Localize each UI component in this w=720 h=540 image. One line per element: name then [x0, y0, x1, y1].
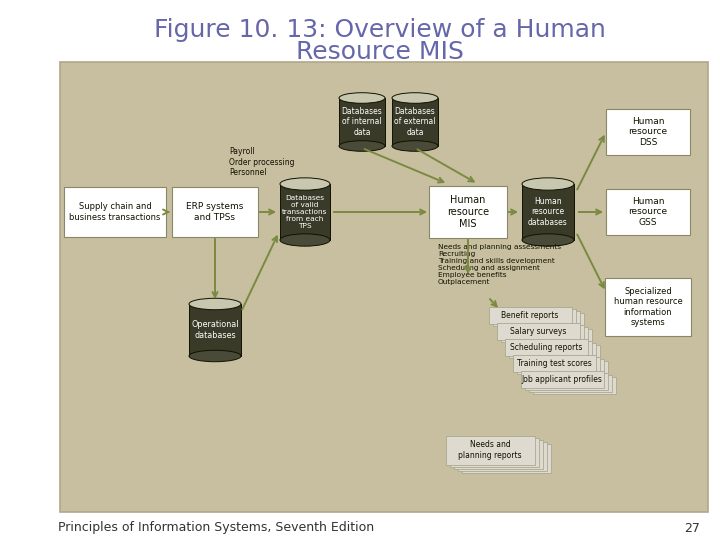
FancyBboxPatch shape	[516, 356, 600, 374]
Ellipse shape	[392, 93, 438, 103]
Text: Supply chain and
business transactions: Supply chain and business transactions	[69, 202, 161, 222]
Text: Training test scores: Training test scores	[517, 359, 591, 368]
Text: Human
resource
databases: Human resource databases	[528, 197, 568, 227]
FancyBboxPatch shape	[449, 437, 539, 467]
Ellipse shape	[280, 178, 330, 190]
Text: Scheduling reports: Scheduling reports	[510, 342, 582, 352]
Text: Databases
of external
data: Databases of external data	[395, 107, 436, 137]
Ellipse shape	[280, 234, 330, 246]
FancyBboxPatch shape	[522, 184, 574, 240]
FancyBboxPatch shape	[280, 184, 330, 240]
Text: Figure 10. 13: Overview of a Human: Figure 10. 13: Overview of a Human	[154, 18, 606, 42]
Text: Salary surveys: Salary surveys	[510, 327, 566, 335]
FancyBboxPatch shape	[189, 304, 241, 356]
FancyBboxPatch shape	[64, 187, 166, 237]
FancyBboxPatch shape	[508, 328, 592, 346]
Ellipse shape	[339, 93, 385, 103]
Text: Human
resource
GSS: Human resource GSS	[629, 197, 667, 227]
FancyBboxPatch shape	[606, 189, 690, 235]
Ellipse shape	[189, 350, 241, 362]
FancyBboxPatch shape	[505, 327, 588, 343]
Ellipse shape	[392, 141, 438, 151]
Ellipse shape	[522, 234, 574, 246]
Text: Needs and planning assessments
Recruiting
Training and skills development
Schedu: Needs and planning assessments Recruitin…	[438, 244, 561, 285]
FancyBboxPatch shape	[521, 370, 603, 388]
Text: Benefit reports: Benefit reports	[501, 310, 559, 320]
Text: Job applicant profiles: Job applicant profiles	[521, 375, 603, 383]
FancyBboxPatch shape	[446, 435, 534, 464]
FancyBboxPatch shape	[488, 307, 572, 323]
FancyBboxPatch shape	[500, 325, 583, 341]
Text: Needs and
planning reports: Needs and planning reports	[458, 440, 522, 460]
FancyBboxPatch shape	[500, 313, 583, 329]
Text: Operational
databases: Operational databases	[192, 320, 239, 340]
FancyBboxPatch shape	[462, 443, 551, 472]
FancyBboxPatch shape	[457, 442, 546, 470]
FancyBboxPatch shape	[513, 342, 595, 360]
FancyBboxPatch shape	[429, 186, 507, 238]
Text: Human
resource
MIS: Human resource MIS	[447, 195, 489, 228]
Text: Human
resource
DSS: Human resource DSS	[629, 117, 667, 147]
FancyBboxPatch shape	[521, 359, 603, 375]
FancyBboxPatch shape	[605, 278, 691, 336]
Text: Principles of Information Systems, Seventh Edition: Principles of Information Systems, Seven…	[58, 522, 374, 535]
FancyBboxPatch shape	[513, 354, 595, 372]
FancyBboxPatch shape	[606, 109, 690, 155]
FancyBboxPatch shape	[533, 376, 616, 394]
Text: Specialized
human resource
information
systems: Specialized human resource information s…	[613, 287, 683, 327]
Text: ERP systems
and TPSs: ERP systems and TPSs	[186, 202, 243, 222]
FancyBboxPatch shape	[339, 98, 385, 146]
FancyBboxPatch shape	[392, 98, 438, 146]
Ellipse shape	[339, 141, 385, 151]
FancyBboxPatch shape	[497, 322, 580, 340]
FancyBboxPatch shape	[524, 361, 608, 377]
FancyBboxPatch shape	[454, 440, 542, 469]
Ellipse shape	[522, 178, 574, 190]
FancyBboxPatch shape	[505, 339, 588, 355]
FancyBboxPatch shape	[528, 375, 611, 392]
Ellipse shape	[189, 298, 241, 310]
Text: Payroll
Order processing
Personnel: Payroll Order processing Personnel	[229, 147, 294, 177]
Text: 27: 27	[684, 522, 700, 535]
FancyBboxPatch shape	[492, 308, 575, 326]
Text: Databases
of valid
transactions
from each
TPS: Databases of valid transactions from eac…	[282, 195, 328, 229]
FancyBboxPatch shape	[60, 62, 708, 512]
Text: Databases
of internal
data: Databases of internal data	[341, 107, 382, 137]
FancyBboxPatch shape	[497, 310, 580, 327]
FancyBboxPatch shape	[524, 373, 608, 389]
Text: Resource MIS: Resource MIS	[296, 40, 464, 64]
FancyBboxPatch shape	[508, 341, 592, 357]
FancyBboxPatch shape	[516, 345, 600, 361]
FancyBboxPatch shape	[172, 187, 258, 237]
